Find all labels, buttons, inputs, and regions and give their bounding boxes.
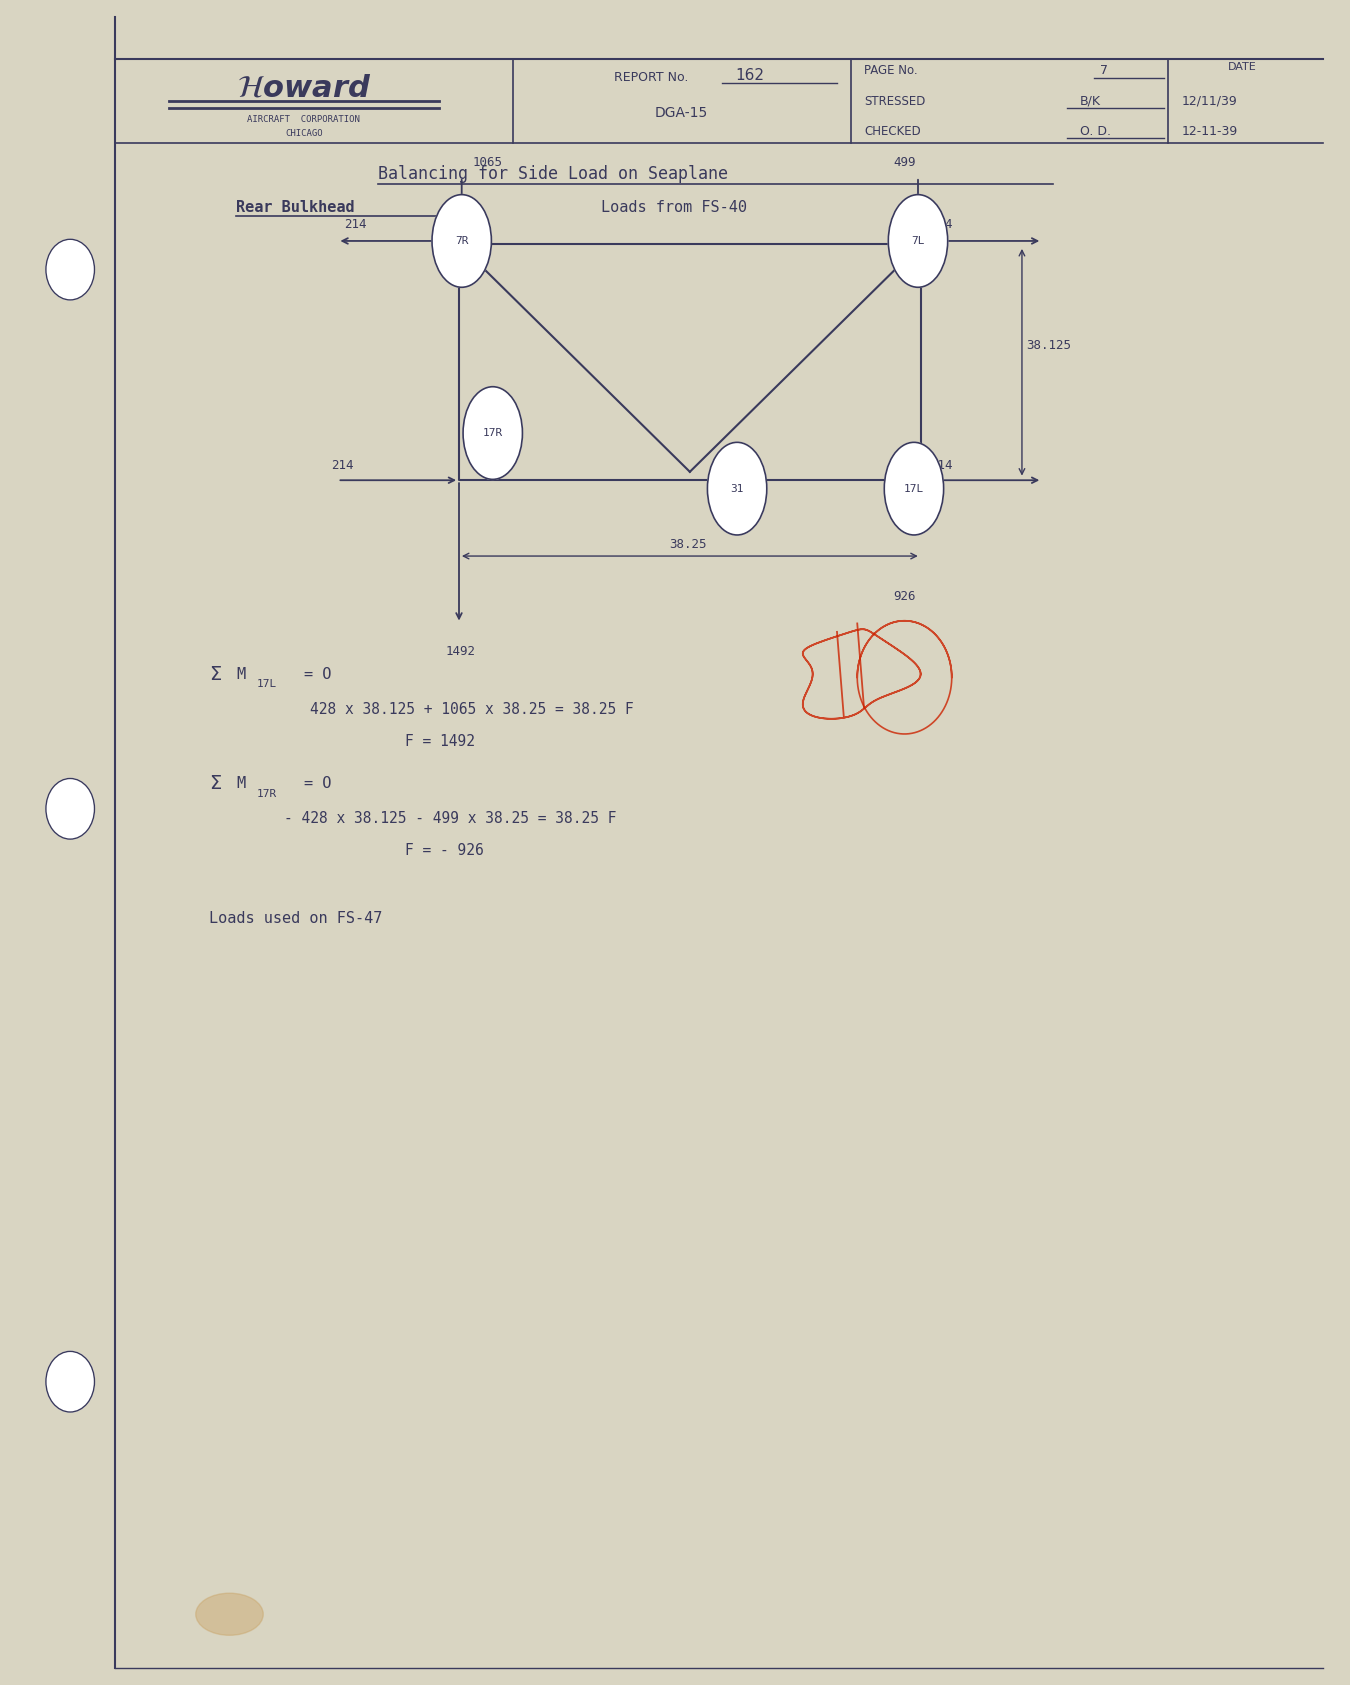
Text: Loads used on FS-47: Loads used on FS-47 bbox=[209, 912, 382, 925]
Text: 1065: 1065 bbox=[472, 155, 502, 169]
Text: 7: 7 bbox=[1100, 64, 1108, 78]
Text: 926: 926 bbox=[894, 590, 917, 603]
Text: REPORT No.: REPORT No. bbox=[614, 71, 688, 84]
Circle shape bbox=[46, 778, 95, 839]
Text: 499: 499 bbox=[894, 155, 917, 169]
Circle shape bbox=[46, 1351, 95, 1412]
Text: 17L: 17L bbox=[904, 484, 923, 494]
Text: F = 1492: F = 1492 bbox=[405, 735, 475, 748]
Text: $\Sigma$: $\Sigma$ bbox=[209, 664, 223, 684]
Text: 12-11-39: 12-11-39 bbox=[1181, 125, 1238, 138]
Text: 214: 214 bbox=[331, 458, 354, 472]
Text: Rear Bulkhead: Rear Bulkhead bbox=[236, 201, 355, 214]
Text: 12/11/39: 12/11/39 bbox=[1181, 94, 1237, 108]
Text: CHECKED: CHECKED bbox=[864, 125, 921, 138]
Text: 38.125: 38.125 bbox=[1026, 339, 1071, 352]
Ellipse shape bbox=[463, 388, 522, 480]
Text: M: M bbox=[236, 667, 246, 681]
Ellipse shape bbox=[707, 443, 767, 536]
Text: $\Sigma$: $\Sigma$ bbox=[209, 773, 223, 794]
Ellipse shape bbox=[432, 195, 491, 288]
Text: 162: 162 bbox=[736, 69, 764, 83]
Text: STRESSED: STRESSED bbox=[864, 94, 925, 108]
Text: 17R: 17R bbox=[483, 428, 502, 438]
Text: 31: 31 bbox=[730, 484, 744, 494]
Text: CHICAGO: CHICAGO bbox=[285, 128, 323, 138]
Text: M: M bbox=[236, 777, 246, 790]
Text: 17R: 17R bbox=[256, 789, 277, 799]
Text: PAGE No.: PAGE No. bbox=[864, 64, 918, 78]
Text: Loads from FS-40: Loads from FS-40 bbox=[601, 201, 747, 214]
Ellipse shape bbox=[196, 1594, 263, 1634]
Text: AIRCRAFT  CORPORATION: AIRCRAFT CORPORATION bbox=[247, 115, 360, 125]
Text: = O: = O bbox=[304, 667, 331, 681]
Text: 214: 214 bbox=[344, 217, 367, 231]
Text: 214: 214 bbox=[930, 217, 953, 231]
Text: Balancing for Side Load on Seaplane: Balancing for Side Load on Seaplane bbox=[378, 165, 728, 182]
Text: 17L: 17L bbox=[256, 679, 277, 689]
Text: 7L: 7L bbox=[911, 236, 925, 246]
Text: 214: 214 bbox=[930, 458, 953, 472]
Text: $\mathcal{H}$oward: $\mathcal{H}$oward bbox=[236, 72, 371, 103]
Text: 428 x 38.125 + 1065 x 38.25 = 38.25 F: 428 x 38.125 + 1065 x 38.25 = 38.25 F bbox=[310, 703, 634, 716]
Text: B/K: B/K bbox=[1080, 94, 1102, 108]
Circle shape bbox=[46, 239, 95, 300]
Text: DGA-15: DGA-15 bbox=[655, 106, 709, 120]
Text: - 428 x 38.125 - 499 x 38.25 = 38.25 F: - 428 x 38.125 - 499 x 38.25 = 38.25 F bbox=[284, 812, 616, 826]
Text: 1492: 1492 bbox=[446, 645, 475, 659]
Text: DATE: DATE bbox=[1227, 62, 1257, 72]
Ellipse shape bbox=[888, 195, 948, 288]
Text: = O: = O bbox=[304, 777, 331, 790]
Text: 7R: 7R bbox=[455, 236, 468, 246]
Ellipse shape bbox=[884, 443, 944, 536]
Text: O. D.: O. D. bbox=[1080, 125, 1111, 138]
Text: 38.25: 38.25 bbox=[670, 538, 707, 551]
Text: F = - 926: F = - 926 bbox=[405, 844, 483, 858]
